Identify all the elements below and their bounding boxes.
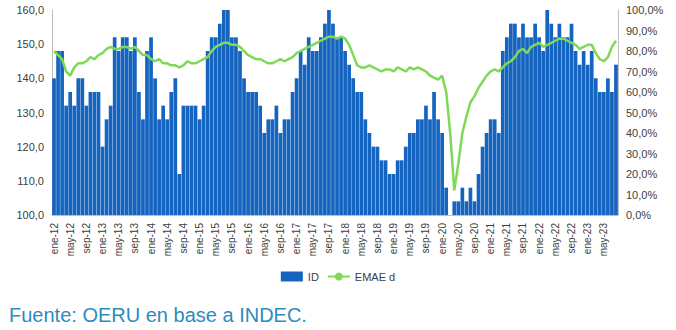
svg-text:may-17: may-17 xyxy=(307,223,318,257)
svg-text:150,0: 150,0 xyxy=(16,38,44,50)
svg-text:160,0: 160,0 xyxy=(16,4,44,16)
svg-text:90,0%: 90,0% xyxy=(626,25,657,37)
svg-text:80,0%: 80,0% xyxy=(626,45,657,57)
svg-text:sep-18: sep-18 xyxy=(372,223,383,254)
svg-text:may-15: may-15 xyxy=(210,223,221,257)
svg-text:may-20: may-20 xyxy=(453,223,464,257)
svg-text:may-14: may-14 xyxy=(162,223,173,257)
svg-text:130,0: 130,0 xyxy=(16,107,44,119)
svg-text:sep-17: sep-17 xyxy=(323,223,334,254)
svg-text:may-21: may-21 xyxy=(501,223,512,257)
svg-text:EMAE d: EMAE d xyxy=(355,271,395,283)
svg-text:ene-16: ene-16 xyxy=(243,223,254,255)
svg-text:ene-23: ene-23 xyxy=(582,223,593,255)
svg-text:may-23: may-23 xyxy=(598,223,609,257)
svg-text:10,0%: 10,0% xyxy=(626,189,657,201)
svg-text:ene-14: ene-14 xyxy=(146,223,157,255)
svg-text:0,0%: 0,0% xyxy=(626,209,651,221)
svg-text:70,0%: 70,0% xyxy=(626,66,657,78)
svg-text:Fuente: OERU en base a INDEC.: Fuente: OERU en base a INDEC. xyxy=(9,304,307,326)
svg-text:sep-15: sep-15 xyxy=(226,223,237,254)
svg-text:may-13: may-13 xyxy=(113,223,124,257)
svg-text:ene-19: ene-19 xyxy=(388,223,399,255)
svg-text:may-12: may-12 xyxy=(65,223,76,257)
svg-text:120,0: 120,0 xyxy=(16,141,44,153)
svg-text:ene-15: ene-15 xyxy=(194,223,205,255)
svg-text:110,0: 110,0 xyxy=(17,175,44,187)
svg-text:ene-20: ene-20 xyxy=(437,223,448,255)
svg-text:40,0%: 40,0% xyxy=(626,127,657,139)
svg-text:may-18: may-18 xyxy=(356,223,367,257)
svg-text:50,0%: 50,0% xyxy=(626,107,657,119)
svg-text:may-19: may-19 xyxy=(404,223,415,257)
svg-text:100,0%: 100,0% xyxy=(626,4,664,16)
svg-text:ID: ID xyxy=(308,271,319,283)
svg-text:140,0: 140,0 xyxy=(16,72,44,84)
svg-text:sep-19: sep-19 xyxy=(420,223,431,254)
svg-text:ene-18: ene-18 xyxy=(340,223,351,255)
svg-text:ene-13: ene-13 xyxy=(97,223,108,255)
svg-text:sep-20: sep-20 xyxy=(469,223,480,254)
svg-text:ene-21: ene-21 xyxy=(485,223,496,255)
svg-text:20,0%: 20,0% xyxy=(626,168,657,180)
svg-text:may-22: may-22 xyxy=(550,223,561,257)
svg-text:sep-16: sep-16 xyxy=(275,223,286,254)
svg-text:ene-12: ene-12 xyxy=(49,223,60,255)
svg-text:sep-14: sep-14 xyxy=(178,223,189,254)
svg-text:sep-12: sep-12 xyxy=(81,223,92,254)
svg-text:may-16: may-16 xyxy=(259,223,270,257)
svg-text:ene-17: ene-17 xyxy=(291,223,302,255)
svg-text:sep-21: sep-21 xyxy=(517,223,528,254)
svg-text:100,0: 100,0 xyxy=(16,209,44,221)
svg-text:30,0%: 30,0% xyxy=(626,148,657,160)
svg-text:sep-22: sep-22 xyxy=(566,223,577,254)
svg-text:60,0%: 60,0% xyxy=(626,86,657,98)
svg-text:sep-13: sep-13 xyxy=(129,223,140,254)
svg-text:ene-22: ene-22 xyxy=(534,223,545,255)
